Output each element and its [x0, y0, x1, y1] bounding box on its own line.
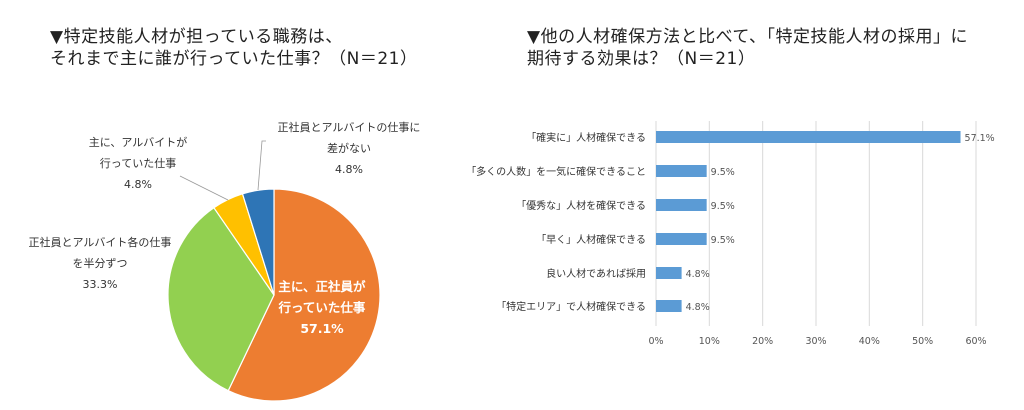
bar-1 — [656, 165, 707, 177]
category-label: 「多くの人数」を一気に確保できること — [466, 165, 646, 178]
bar-title: ▼他の人材確保方法と比べて、「特定技能人材の採用」に 期待する効果は？（N＝21… — [527, 26, 968, 70]
pie-value-label-3: 4.8% — [335, 163, 363, 176]
pie-slice-3 — [241, 188, 275, 296]
category-label: 良い人材であれば採用 — [546, 267, 646, 280]
x-tick-label: 10% — [699, 336, 720, 347]
pie-label-2: 主に、アルバイトが — [89, 135, 188, 149]
category-label: 「特定エリア」で人材確保できる — [496, 300, 646, 313]
x-tick-label: 0% — [648, 336, 663, 347]
pie-label-0: 行っていた仕事 — [278, 300, 366, 315]
x-tick-label: 60% — [965, 336, 986, 347]
pie-value-label-1: 33.3% — [83, 278, 118, 291]
bar-3 — [656, 233, 707, 245]
pie-label-3: 正社員とアルバイトの仕事に — [278, 120, 421, 134]
pie-slice-0 — [227, 188, 381, 402]
leader-line-3 — [257, 140, 266, 191]
category-label: 「早く」人材確保できる — [536, 233, 646, 246]
pie-label-2: 行っていた仕事 — [100, 157, 176, 170]
pie-title-line-2: それまで主に誰が行っていた仕事？（N＝21） — [50, 49, 418, 69]
x-tick-label: 20% — [752, 336, 773, 347]
bar-value-label: 57.1% — [965, 133, 995, 144]
pie-value-label-2: 4.8% — [124, 178, 152, 191]
bar-value-label: 4.8% — [686, 269, 710, 280]
pie-label-3: 差がない — [327, 141, 371, 155]
category-label: 「確実に」人材確保できる — [526, 131, 646, 144]
bar-4 — [656, 267, 682, 279]
x-tick-label: 50% — [912, 336, 933, 347]
pie-title: ▼特定技能人材が担っている職務は、 それまで主に誰が行っていた仕事？（N＝21） — [50, 26, 418, 70]
bar-5 — [656, 300, 682, 312]
category-label: 「優秀な」人材を確保できる — [516, 199, 646, 212]
pie-label-1: 正社員とアルバイト各の仕事 — [29, 235, 172, 249]
pie-value-label-0: 57.1% — [300, 321, 344, 336]
bar-title-line-2: 期待する効果は？（N＝21） — [527, 49, 756, 69]
pie-title-line-1: ▼特定技能人材が担っている職務は、 — [50, 27, 343, 47]
pie-slice-1 — [167, 206, 275, 392]
bar-value-label: 4.8% — [686, 302, 710, 313]
bar-value-label: 9.5% — [711, 167, 735, 178]
pie-label-0: 主に、正社員が — [278, 279, 366, 294]
bar-2 — [656, 199, 707, 211]
x-tick-label: 30% — [805, 336, 826, 347]
x-tick-label: 40% — [859, 336, 880, 347]
pie-label-1: を半分ずつ — [73, 256, 128, 270]
bar-title-line-1: ▼他の人材確保方法と比べて、「特定技能人材の採用」に — [527, 27, 969, 47]
bar-value-label: 9.5% — [711, 235, 735, 246]
leader-line-2 — [179, 175, 229, 201]
bar-0 — [656, 131, 961, 143]
bar-value-label: 9.5% — [711, 201, 735, 212]
